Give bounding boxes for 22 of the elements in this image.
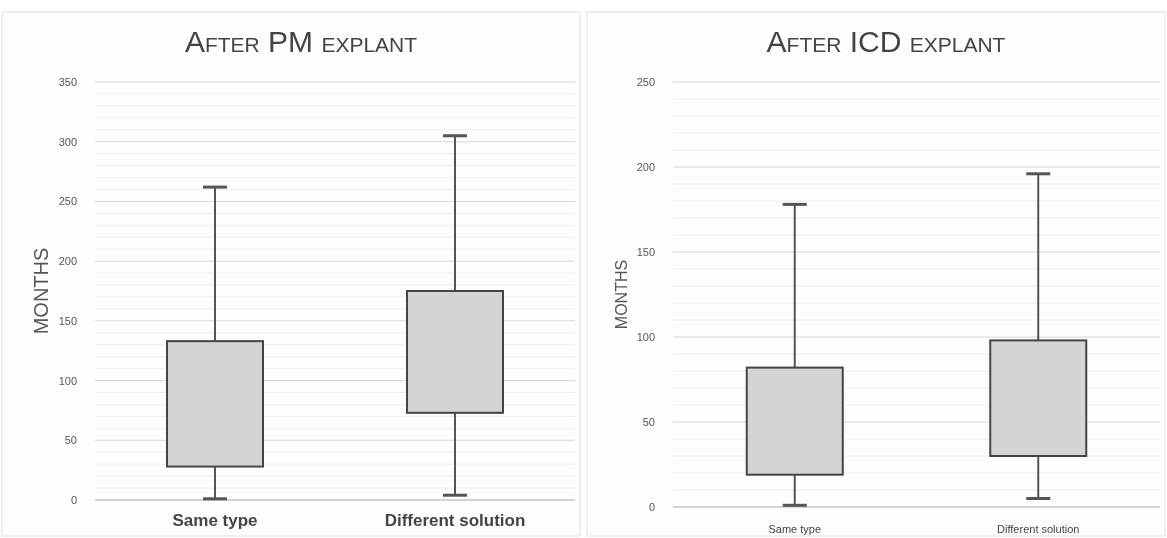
y-tick-label: 250 [636, 76, 655, 88]
y-tick-label: 150 [636, 246, 655, 258]
y-tick-label: 50 [642, 416, 655, 428]
y-axis-title: MONTHS [613, 259, 630, 330]
y-tick-label: 300 [58, 135, 77, 148]
x-tick-label: Same type [172, 511, 258, 530]
y-tick-label: 150 [58, 314, 77, 327]
y-tick-label: 200 [636, 161, 655, 173]
y-tick-label: 350 [58, 76, 77, 88]
y-tick-label: 0 [70, 494, 77, 506]
chart-title: After PM explant [184, 25, 418, 58]
y-tick-label: 100 [58, 374, 77, 387]
x-tick-label: Different solution [997, 523, 1080, 535]
y-tick-label: 200 [58, 255, 77, 268]
x-tick-label: Different solution [384, 511, 526, 530]
y-tick-label: 0 [648, 501, 655, 513]
x-tick-label: Same type [768, 523, 822, 535]
y-tick-label: 100 [636, 331, 655, 343]
y-tick-label: 50 [64, 434, 77, 447]
chart-title: After ICD explant [766, 25, 1006, 58]
y-axis-title: MONTHS [30, 247, 52, 335]
y-tick-label: 250 [58, 195, 77, 208]
